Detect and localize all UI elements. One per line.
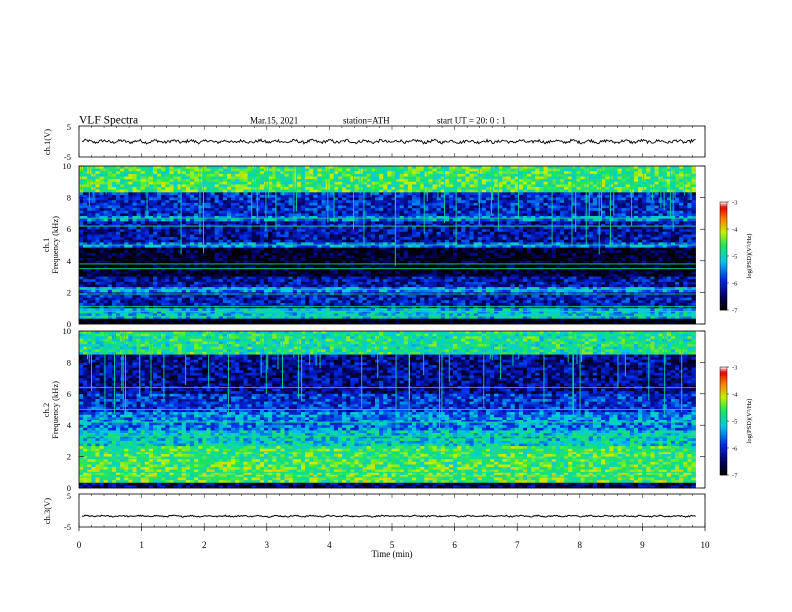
ch3-waveform-panel: 5 -5 ch.3(V) 0 1 2 3 4 5 6 7 8 9 10 Time (min) [42, 491, 710, 559]
spec2-ytick-8: 8 [67, 357, 71, 367]
spec1-ytick-0: 0 [67, 319, 71, 329]
ch3-ylabel: ch.3(V) [42, 498, 52, 524]
ch1-ylabel: ch.1(V) [42, 129, 52, 155]
time-axis-label: Time (min) [372, 549, 413, 559]
panel-tick-marks [78, 126, 706, 527]
ch1-spectrogram-ylabel-freq: Frequency (kHz) [50, 216, 60, 274]
ch1-spectrogram-ylabel-channel: ch.1 [41, 238, 51, 252]
cbar2-tick--6: -6 [732, 446, 738, 453]
date-label: Mar.15, 2021 [250, 116, 298, 126]
time-tick-0: 0 [77, 540, 82, 550]
cbar1-tick--6: -6 [732, 281, 738, 288]
cbar2-tick--5: -5 [732, 419, 737, 426]
ch1-waveform-panel: 5 -5 ch.1(V) [42, 122, 706, 162]
figure-title: VLF Spectra [79, 115, 138, 127]
time-tick-2: 2 [202, 540, 207, 550]
ch1-ytick-top: 5 [67, 122, 71, 132]
cbar2-tick--3: -3 [732, 365, 737, 372]
time-tick-4: 4 [327, 540, 332, 550]
time-tick-3: 3 [265, 540, 270, 550]
spec1-ytick-8: 8 [67, 193, 71, 203]
cbar2-tick--7: -7 [732, 473, 738, 480]
ch3-ytick-bottom: -5 [64, 522, 71, 532]
cbar1-label: log(PSD)(V²/Hz) [746, 234, 753, 279]
ch2-colorbar: -7 -6 -5 -4 -3 log(PSD)(V²/Hz) [719, 365, 753, 480]
ch1-waveform-line [81, 138, 696, 145]
ch3-ytick-top: 5 [67, 491, 71, 501]
ch1-colorbar: -7 -6 -5 -4 -3 log(PSD)(V²/Hz) [719, 200, 753, 315]
ch3-waveform-line [81, 514, 696, 518]
spec2-ytick-0: 0 [67, 483, 71, 493]
cbar1-tick--3: -3 [732, 200, 737, 207]
spec1-ytick-4: 4 [67, 256, 72, 266]
time-tick-6: 6 [452, 540, 457, 550]
spec1-ytick-6: 6 [67, 224, 71, 234]
spec2-ytick-2: 2 [67, 452, 71, 462]
ch2-spectrogram-frame [78, 330, 706, 489]
start-time-label: start UT = 20: 0 : 1 [437, 116, 506, 126]
spec2-ytick-6: 6 [67, 389, 71, 399]
ch2-spectrogram-ylabel-freq: Frequency (kHz) [50, 381, 60, 439]
cbar2-tick--4: -4 [732, 392, 738, 399]
spec2-ytick-4: 4 [67, 420, 72, 430]
cbar1-tick--7: -7 [732, 308, 738, 315]
cbar1-tick--4: -4 [732, 227, 738, 234]
ch2-spectrogram-ylabel-channel: ch.2 [41, 403, 51, 417]
ch1-spectrogram-panel: 0 2 4 6 8 10 ch.1 Frequency (kHz) -7 -6 -5 -4 -3 l… [41, 161, 753, 329]
time-axis: 0 1 2 3 4 5 6 7 8 9 10 [77, 527, 710, 550]
spec1-ytick-10: 10 [63, 161, 72, 171]
spec1-ytick-2: 2 [67, 287, 71, 297]
time-tick-5: 5 [390, 540, 395, 550]
time-tick-7: 7 [515, 540, 520, 550]
cbar2-label: log(PSD)(V²/Hz) [746, 399, 753, 444]
ch3-waveform-frame [78, 493, 706, 528]
time-tick-9: 9 [640, 540, 645, 550]
time-tick-1: 1 [139, 540, 144, 550]
ch1-spectrogram-frame [78, 165, 706, 325]
ch2-spectrogram-image [79, 331, 705, 489]
ch1-ytick-bottom: -5 [64, 152, 71, 162]
cbar1-tick--5: -5 [732, 254, 737, 261]
station-label: station=ATH [343, 116, 390, 126]
ch1-spectrogram-image [78, 166, 705, 325]
time-tick-8: 8 [578, 540, 583, 550]
ch2-spectrogram-panel: 0 2 4 6 8 10 ch.2 Frequency (kHz) -7 -6 -5 -4 -3 l… [41, 326, 753, 493]
spec2-ytick-10: 10 [63, 326, 72, 336]
time-tick-10: 10 [701, 540, 711, 550]
